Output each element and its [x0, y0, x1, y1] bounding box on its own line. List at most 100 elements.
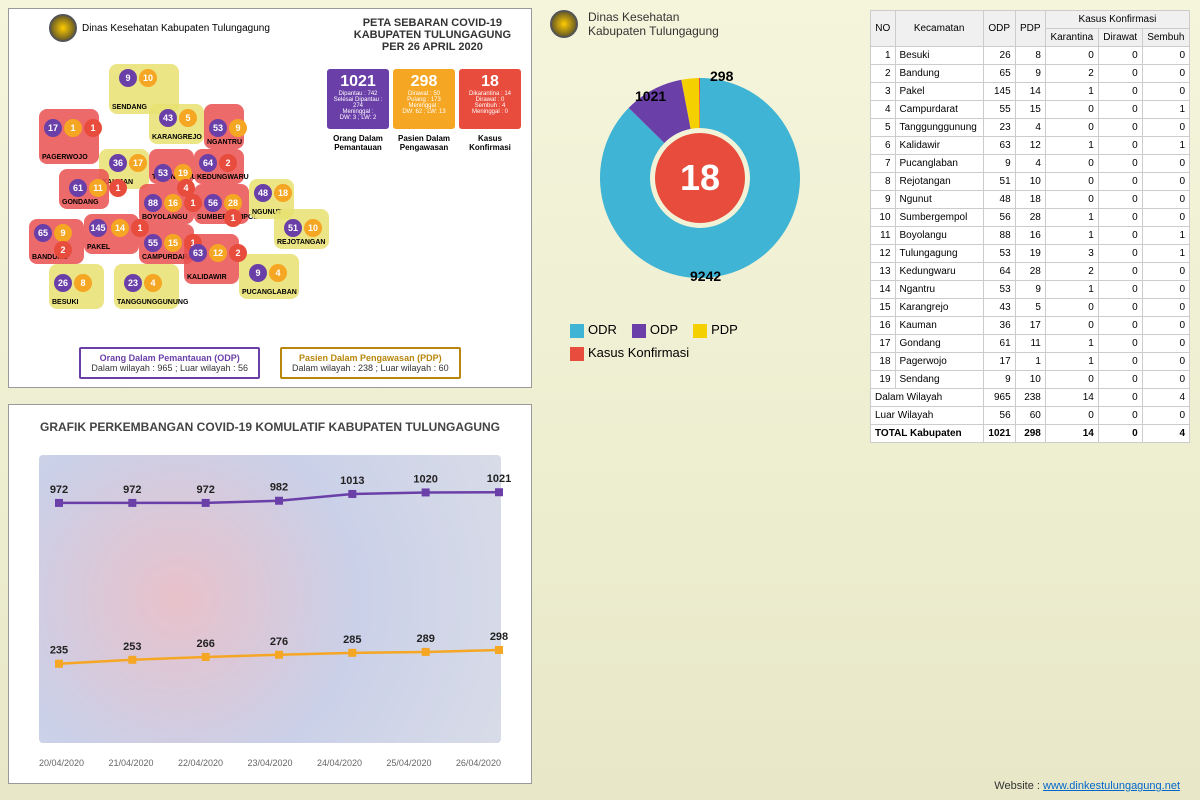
legend-item: ODP [632, 318, 678, 341]
region-name: KARANGREJO [152, 134, 202, 141]
table-row: 12Tulungagung5319301 [871, 245, 1190, 263]
map-panel: Dinas Kesehatan Kabupaten Tulungagung PE… [8, 8, 532, 388]
map-marker: 56 [204, 194, 222, 212]
region-name: KALIDAWIR [187, 274, 227, 281]
line-marker [495, 646, 503, 654]
map-marker: 9 [119, 69, 137, 87]
xaxis-label: 24/04/2020 [317, 758, 362, 768]
line-marker [202, 499, 210, 507]
map-marker: 14 [111, 219, 129, 237]
map-marker: 55 [144, 234, 162, 252]
map-footer-box: Orang Dalam Pemantauan (ODP)Dalam wilaya… [79, 347, 260, 379]
summary-boxes: 1021Dipantau : 742Selesai Dipantau : 274… [327, 69, 521, 129]
line-marker [348, 649, 356, 657]
map-marker: 18 [274, 184, 292, 202]
legend-swatch [693, 324, 707, 338]
map-marker: 1 [84, 119, 102, 137]
line-marker [275, 651, 283, 659]
table-row: 5Tanggunggunung234000 [871, 119, 1190, 137]
map-marker: 8 [74, 274, 92, 292]
region-name: GONDANG [62, 199, 99, 206]
map-marker: 4 [269, 264, 287, 282]
line-marker [495, 488, 503, 496]
region-name: PAGERWOJO [42, 154, 88, 161]
line-marker [128, 499, 136, 507]
line-value-label: 1020 [413, 473, 437, 485]
table-row: 19Sendang910000 [871, 371, 1190, 389]
map-footer-boxes: Orang Dalam Pemantauan (ODP)Dalam wilaya… [29, 347, 511, 379]
line-value-label: 276 [270, 636, 288, 648]
map-marker: 48 [254, 184, 272, 202]
table-row: 9Ngunut4818000 [871, 191, 1190, 209]
table-row: 16Kauman3617000 [871, 317, 1190, 335]
line-marker [202, 653, 210, 661]
website-footer: Website : www.dinkestulungagung.net [994, 780, 1180, 792]
xaxis-label: 21/04/2020 [108, 758, 153, 768]
map-marker: 26 [54, 274, 72, 292]
donut-value-label: 9242 [690, 268, 721, 284]
region-name: BOYOLANGU [142, 214, 188, 221]
region-name: BESUKI [52, 299, 78, 306]
map-marker: 17 [129, 154, 147, 172]
map-marker: 1 [131, 219, 149, 237]
map-marker: 61 [69, 179, 87, 197]
map-footer-box: Pasien Dalam Pengawasan (PDP)Dalam wilay… [280, 347, 461, 379]
line-value-label: 285 [343, 634, 361, 646]
region-name: PUCANGLABAN [242, 289, 297, 296]
line-value-label: 982 [270, 482, 288, 494]
map-marker: 9 [249, 264, 267, 282]
line-value-label: 235 [50, 645, 68, 657]
line-marker [55, 499, 63, 507]
table-row: 2Bandung659200 [871, 65, 1190, 83]
logo-icon [49, 14, 77, 42]
map-marker: 11 [89, 179, 107, 197]
line-marker [128, 656, 136, 664]
legend-item: Kasus Konfirmasi [570, 341, 689, 364]
table-row: 13Kedungwaru6428200 [871, 263, 1190, 281]
map-marker: 2 [219, 154, 237, 172]
table-row: 4Campurdarat5515001 [871, 101, 1190, 119]
summary-box: 1021Dipantau : 742Selesai Dipantau : 274… [327, 69, 389, 129]
legend-item: PDP [693, 318, 738, 341]
map-marker: 10 [304, 219, 322, 237]
table-row: 1Besuki268000 [871, 47, 1190, 65]
line-chart-panel: GRAFIK PERKEMBANGAN COVID-19 KOMULATIF K… [8, 404, 532, 784]
summary-label: Kasus Konfirmasi [459, 134, 521, 152]
map-marker: 51 [284, 219, 302, 237]
map-marker: 5 [179, 109, 197, 127]
map-marker: 23 [124, 274, 142, 292]
line-value-label: 298 [490, 631, 508, 643]
donut-value-label: 298 [710, 68, 733, 84]
xaxis-label: 25/04/2020 [386, 758, 431, 768]
donut-chart: 18 92421021298 [580, 58, 820, 298]
map-marker: 12 [209, 244, 227, 262]
xaxis-label: 26/04/2020 [456, 758, 501, 768]
table-row: 3Pakel14514100 [871, 83, 1190, 101]
map-marker: 53 [209, 119, 227, 137]
line-value-label: 289 [416, 633, 434, 645]
legend-swatch [570, 347, 584, 361]
line-value-label: 972 [196, 484, 214, 496]
logo-icon [550, 10, 578, 38]
map-area: SENDANGPAGERWOJOKARANGREJONGANTRUKAUMANG… [19, 49, 329, 329]
map-marker: 4 [144, 274, 162, 292]
map-marker: 1 [109, 179, 127, 197]
map-marker: 36 [109, 154, 127, 172]
region-name: SENDANG [112, 104, 147, 111]
map-marker: 1 [224, 209, 242, 227]
line-marker [348, 490, 356, 498]
xaxis-label: 20/04/2020 [39, 758, 84, 768]
map-marker: 9 [229, 119, 247, 137]
region-name: TANGGUNGGUNUNG [117, 299, 188, 306]
org-line2: Kabupaten Tulungagung [588, 24, 719, 38]
summary-labels: Orang Dalam PemantauanPasien Dalam Penga… [327, 134, 521, 152]
map-marker: 15 [164, 234, 182, 252]
map-marker: 17 [44, 119, 62, 137]
map-marker: 16 [164, 194, 182, 212]
map-marker: 9 [54, 224, 72, 242]
website-link[interactable]: www.dinkestulungagung.net [1043, 780, 1180, 792]
line-chart-svg: 9729729729821013102010212352532662762852… [39, 455, 519, 735]
map-title-1: PETA SEBARAN COVID-19 [354, 17, 511, 29]
line-marker [55, 660, 63, 668]
region-name: REJOTANGAN [277, 239, 325, 246]
